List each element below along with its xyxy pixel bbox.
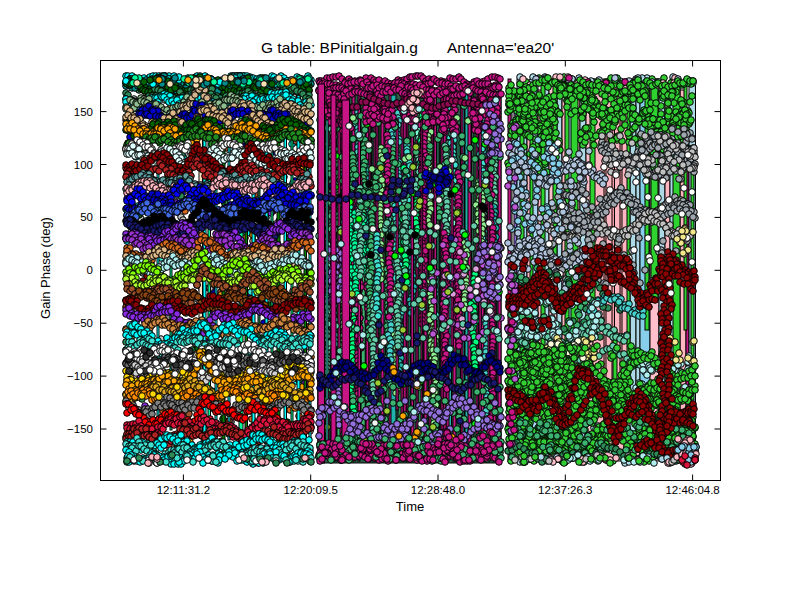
svg-text:Antenna='ea20': Antenna='ea20' xyxy=(447,39,554,56)
svg-text:−100: −100 xyxy=(67,370,93,382)
svg-text:Time: Time xyxy=(396,499,424,514)
svg-text:−150: −150 xyxy=(67,423,93,435)
svg-text:50: 50 xyxy=(80,211,93,223)
svg-text:100: 100 xyxy=(74,159,93,171)
svg-text:G table: BPinitialgain.g: G table: BPinitialgain.g xyxy=(261,39,418,56)
svg-text:150: 150 xyxy=(74,106,93,118)
svg-text:0: 0 xyxy=(87,264,93,276)
svg-text:12:37:26.3: 12:37:26.3 xyxy=(538,484,592,496)
svg-text:12:11:31.2: 12:11:31.2 xyxy=(157,484,211,496)
svg-text:12:20:09.5: 12:20:09.5 xyxy=(284,484,338,496)
svg-text:Gain Phase (deg): Gain Phase (deg) xyxy=(38,217,53,319)
svg-text:12:28:48.0: 12:28:48.0 xyxy=(411,484,465,496)
svg-text:−50: −50 xyxy=(73,317,93,329)
svg-text:12:46:04.8: 12:46:04.8 xyxy=(665,484,719,496)
